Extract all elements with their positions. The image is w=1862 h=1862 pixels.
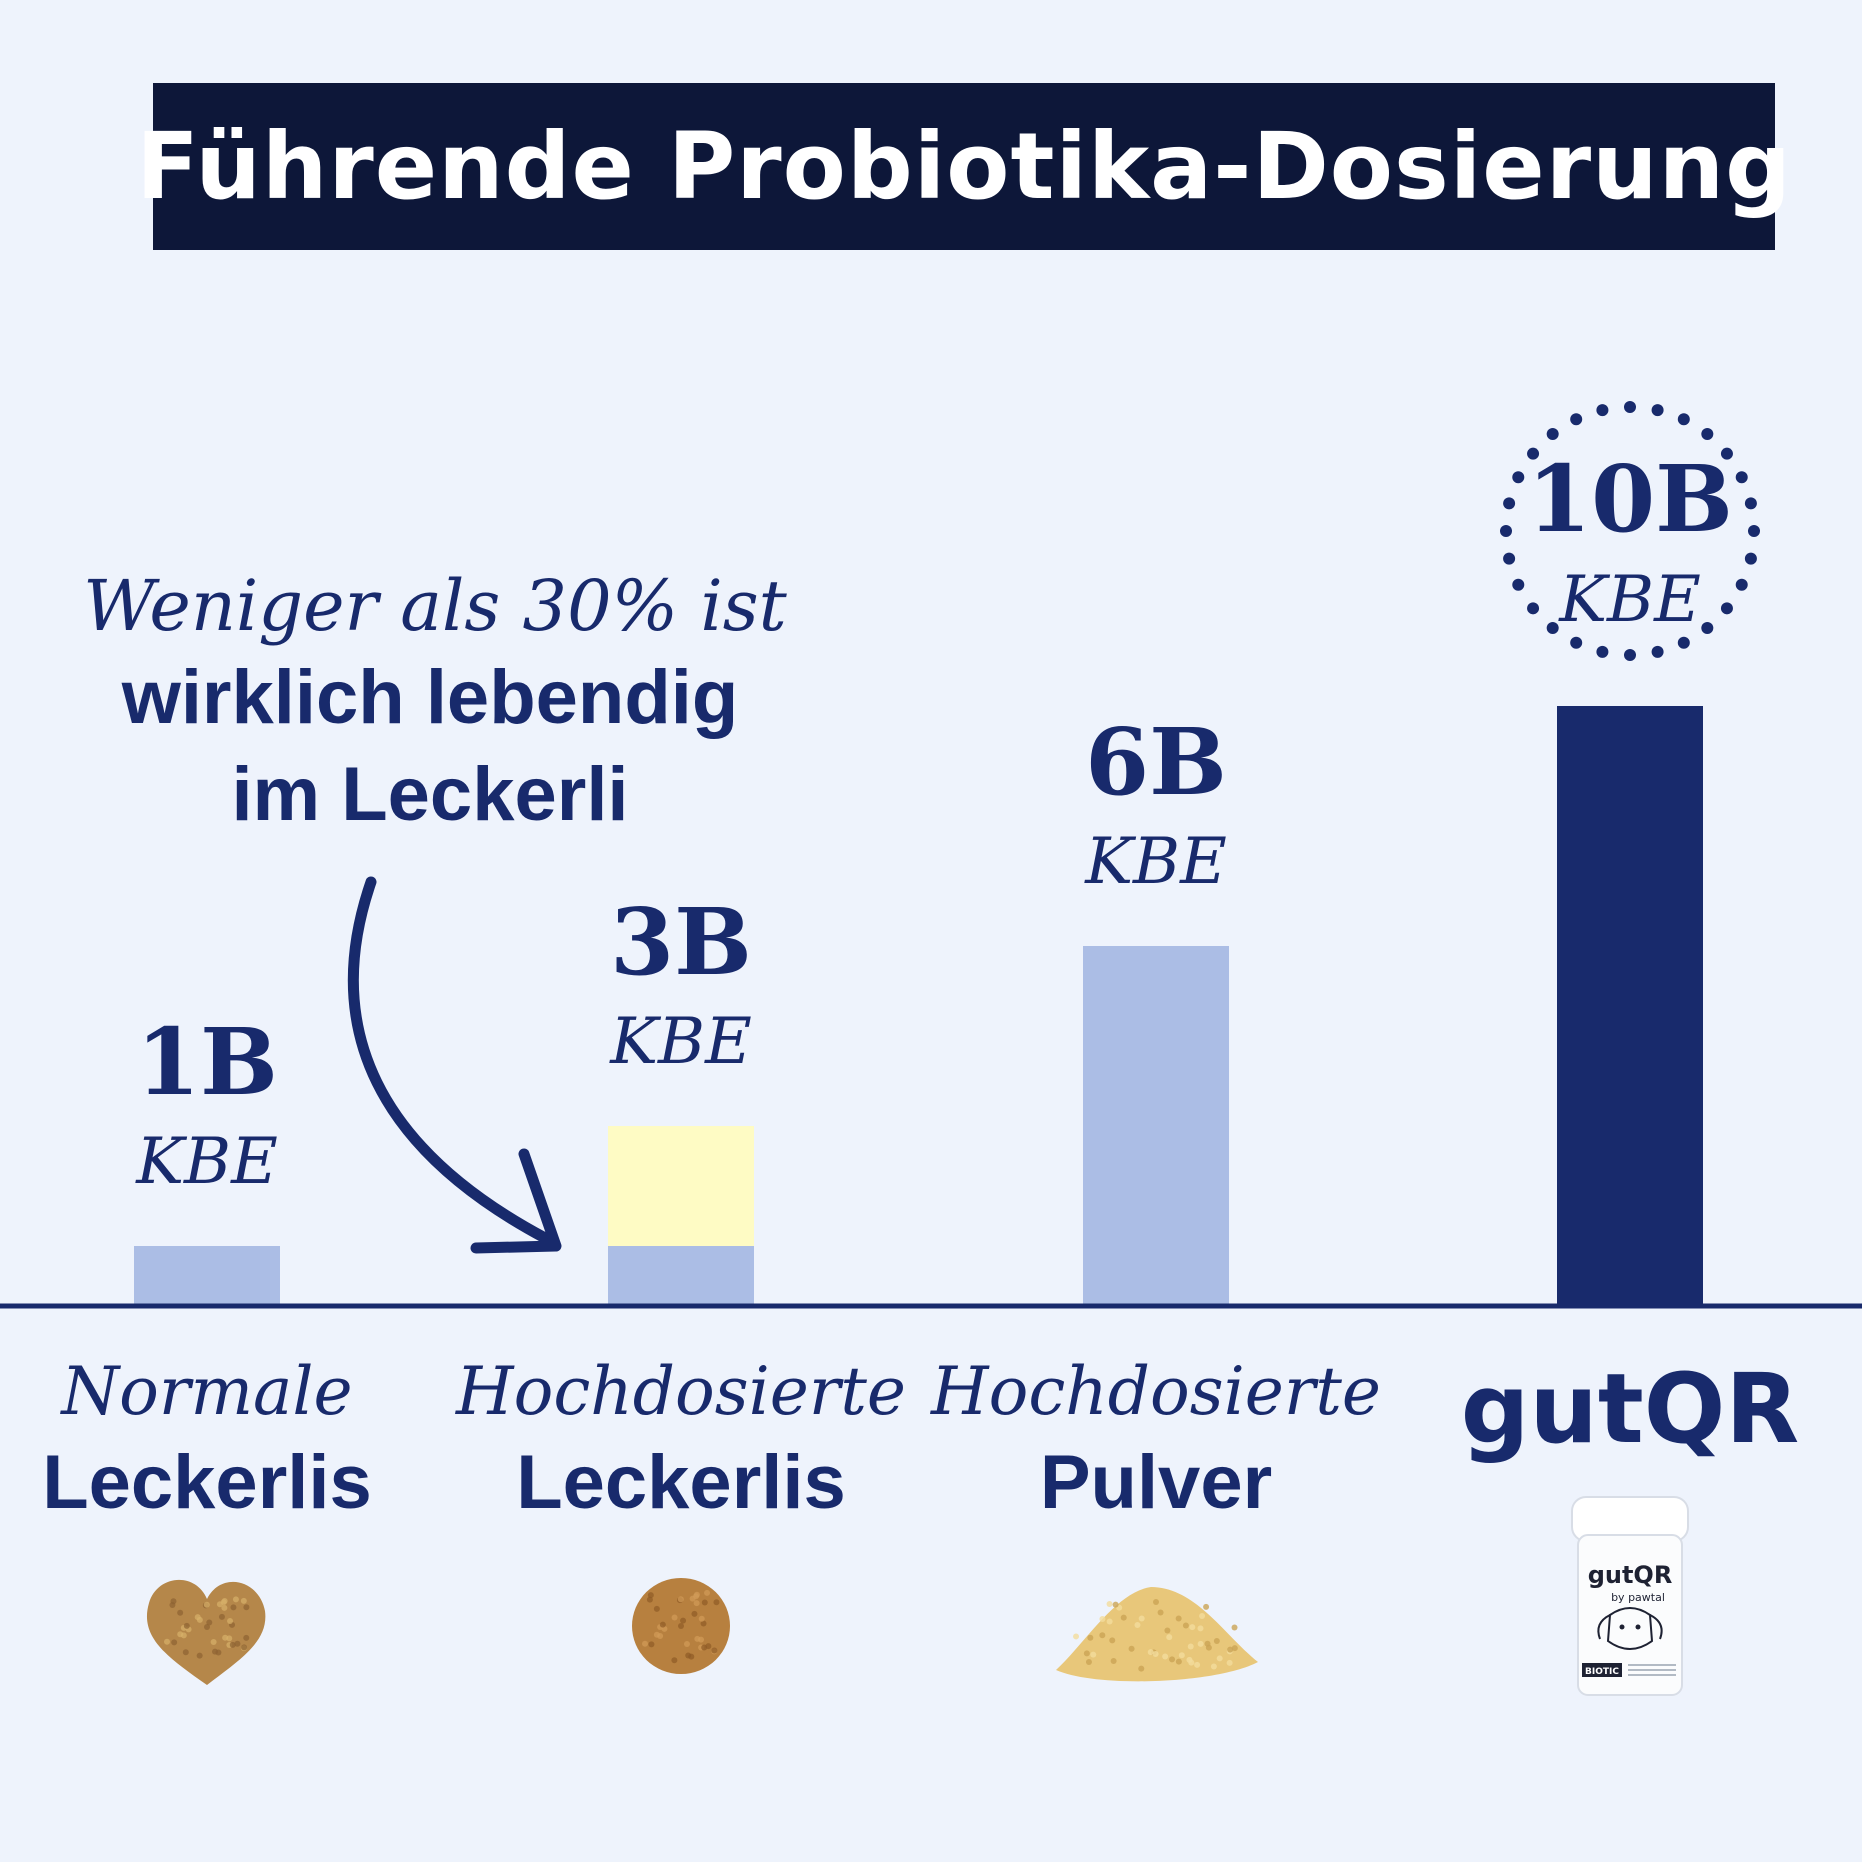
data-label-unit: KBE <box>1558 563 1701 637</box>
chart-title: Führende Probiotika-Dosierung <box>136 113 1792 220</box>
annotation-line2: wirklich lebendig <box>121 655 739 740</box>
badge-dot <box>1570 636 1583 649</box>
data-label-unit: KBE <box>1084 825 1227 899</box>
badge-dot <box>1651 404 1664 417</box>
badge-dot <box>1701 428 1714 441</box>
badge-dot <box>1748 525 1760 537</box>
badge-dot <box>1701 621 1714 634</box>
annotation-line1: Weniger als 30% ist <box>83 565 788 647</box>
category-label-top: Hochdosierte <box>455 1353 906 1430</box>
badge-dot <box>1744 552 1757 565</box>
gutqr-jar-icon: gutQR by pawtal BIOTIC <box>1571 1496 1689 1696</box>
badge-dot <box>1677 636 1690 649</box>
badge-dot <box>1744 497 1757 510</box>
category-label-brand: gutQR <box>1461 1353 1799 1465</box>
data-label-value: 1B <box>136 1008 278 1116</box>
round-treat-icon <box>632 1578 730 1674</box>
badge-dot <box>1512 578 1525 591</box>
data-label-value: 10B <box>1527 445 1733 553</box>
category-label-bottom: Leckerlis <box>42 1440 372 1525</box>
badge-dot <box>1651 645 1664 658</box>
bar <box>1557 706 1703 1306</box>
badge-dot <box>1503 552 1516 565</box>
badge-dot <box>1735 471 1748 484</box>
badge-dot <box>1546 621 1559 634</box>
jar-label-sub: by pawtal <box>1611 1591 1665 1604</box>
badge-dot <box>1735 578 1748 591</box>
data-label-value: 6B <box>1085 708 1227 816</box>
badge-dot <box>1527 602 1540 615</box>
bar <box>1083 946 1229 1306</box>
jar-label-brand: gutQR <box>1588 1561 1673 1589</box>
labels-layer: 1B KBE Normale Leckerlis 3B KBE Hochdosierte Le… <box>42 401 1799 1525</box>
bar-live-fraction <box>608 1246 754 1306</box>
category-label-bottom: Pulver <box>1040 1440 1272 1525</box>
badge-dot <box>1720 447 1733 460</box>
badge-dot <box>1503 497 1516 510</box>
data-label-value: 3B <box>610 888 752 996</box>
jar-label-tag: BIOTIC <box>1585 1667 1619 1677</box>
data-label-unit: KBE <box>135 1125 278 1199</box>
category-label-bottom: Leckerlis <box>516 1440 846 1525</box>
badge-dot <box>1677 413 1690 426</box>
category-label-top: Normale <box>59 1353 352 1430</box>
badge-dot <box>1512 471 1525 484</box>
badge-dot <box>1624 649 1636 661</box>
category-label-top: Hochdosierte <box>930 1353 1381 1430</box>
bars-layer <box>0 706 1862 1309</box>
annotation-line3: im Leckerli <box>231 752 628 837</box>
badge-dot <box>1596 404 1609 417</box>
product-icons-layer: gutQR by pawtal BIOTIC <box>146 1496 1689 1696</box>
powder-pile-icon <box>1056 1587 1258 1682</box>
bar-dead-fraction <box>608 1126 754 1246</box>
badge-dot <box>1500 525 1512 537</box>
badge-dot <box>1527 447 1540 460</box>
badge-dot <box>1624 401 1636 413</box>
badge-dot <box>1546 428 1559 441</box>
badge-dot <box>1596 645 1609 658</box>
data-label-unit: KBE <box>609 1005 752 1079</box>
heart-treat-icon <box>146 1579 266 1685</box>
curved-arrow-icon <box>347 876 562 1254</box>
bar <box>134 1246 280 1306</box>
title-banner: Führende Probiotika-Dosierung <box>136 83 1791 250</box>
badge-dot <box>1570 413 1583 426</box>
badge-dot <box>1720 602 1733 615</box>
